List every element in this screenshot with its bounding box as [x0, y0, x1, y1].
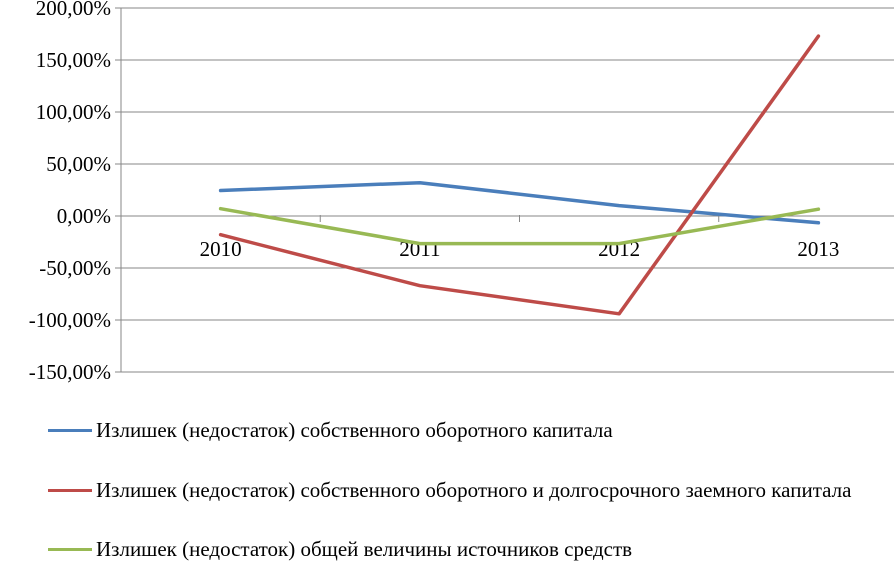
legend-item-series-3: Излишек (недостаток) общей величины исто… — [48, 537, 632, 561]
y-tick-label: 150,00% — [36, 48, 111, 72]
line-chart: 200,00% 150,00% 100,00% 50,00% 0,00% -50,00% -… — [29, 0, 894, 384]
y-tick-label: 50,00% — [46, 152, 111, 176]
y-tick-labels: 200,00% 150,00% 100,00% 50,00% 0,00% -50,00% -… — [29, 0, 111, 384]
legend-item-series-2: Излишек (недостаток) собственного оборот… — [48, 478, 851, 502]
legend-label: Излишек (недостаток) собственного оборот… — [96, 478, 852, 502]
legend-swatch-green — [48, 548, 92, 551]
y-tick-label: -50,00% — [39, 256, 111, 280]
legend-label: Излишек (недостаток) общей величины исто… — [96, 537, 633, 561]
y-tick-label: 100,00% — [36, 100, 111, 124]
y-tick-label: -150,00% — [29, 360, 111, 384]
legend-label: Излишек (недостаток) собственного оборот… — [96, 418, 613, 442]
series-lines — [218, 34, 821, 316]
legend-swatch-blue — [48, 429, 92, 432]
x-tick-labels: 2010 2011 2012 2013 — [200, 237, 840, 261]
series-line-blue — [218, 180, 821, 225]
x-tick-label: 2010 — [200, 237, 242, 261]
legend-swatch-red — [48, 489, 92, 492]
legend-item-series-1: Излишек (недостаток) собственного оборот… — [48, 418, 613, 442]
y-tick-label: -100,00% — [29, 308, 111, 332]
x-tick-label: 2013 — [797, 237, 839, 261]
axes — [115, 7, 720, 373]
y-tick-label: 0,00% — [57, 204, 111, 228]
y-tick-label: 200,00% — [36, 0, 111, 20]
gridlines — [121, 7, 894, 373]
series-line-red — [218, 34, 821, 316]
series-line-green — [218, 206, 821, 246]
